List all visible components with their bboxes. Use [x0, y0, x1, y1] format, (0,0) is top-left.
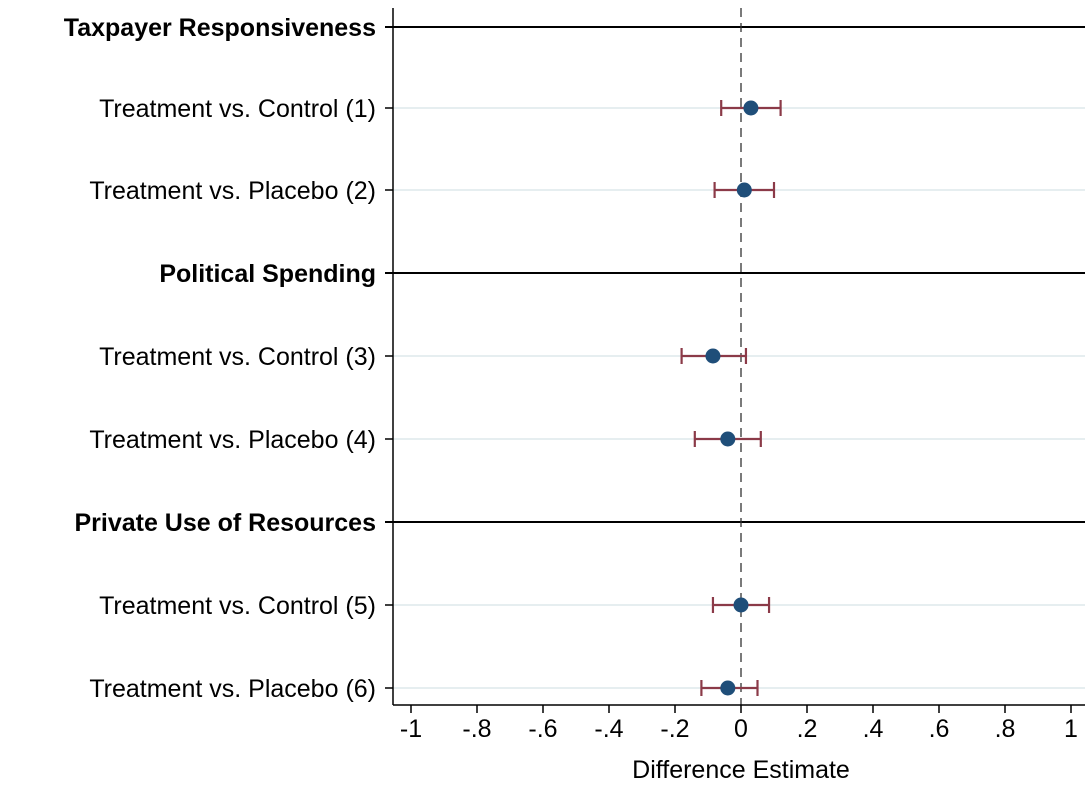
- estimate-point: [733, 597, 749, 613]
- x-tick-label: .6: [929, 715, 950, 743]
- row-label: Treatment vs. Placebo (6): [89, 675, 376, 703]
- x-tick-label: -.4: [594, 715, 623, 743]
- x-tick-label: .8: [995, 715, 1016, 743]
- row-label: Treatment vs. Control (3): [99, 343, 376, 371]
- group-label: Private Use of Resources: [74, 509, 376, 537]
- estimate-point: [743, 100, 759, 116]
- row-label: Treatment vs. Control (5): [99, 592, 376, 620]
- x-tick-label: .4: [863, 715, 884, 743]
- estimate-point: [705, 348, 721, 364]
- estimate-point: [720, 431, 736, 447]
- estimate-marks: [680, 100, 782, 696]
- x-tick-label: -.8: [462, 715, 491, 743]
- row-label: Treatment vs. Placebo (4): [89, 426, 376, 454]
- axes: -1 -.8 -.6 -.4 -.2 0 .2 .4 .6 .8 1: [385, 8, 1085, 743]
- row-label: Treatment vs. Control (1): [99, 95, 376, 123]
- row-label: Treatment vs. Placebo (2): [89, 177, 376, 205]
- x-tick-label: 0: [734, 715, 748, 743]
- group-label: Taxpayer Responsiveness: [64, 14, 376, 42]
- estimate-point: [720, 680, 736, 696]
- x-tick-label: .2: [797, 715, 818, 743]
- group-label: Political Spending: [159, 260, 376, 288]
- x-tick-label: 1: [1064, 715, 1078, 743]
- x-tick-label: -.6: [528, 715, 557, 743]
- row-labels: Taxpayer Responsiveness Treatment vs. Con…: [64, 14, 376, 703]
- group-separators: [385, 26, 1085, 523]
- estimate-point: [736, 182, 752, 198]
- x-tick-label: -1: [400, 715, 422, 743]
- x-tick-label: -.2: [660, 715, 689, 743]
- x-axis-title: Difference Estimate: [632, 756, 850, 784]
